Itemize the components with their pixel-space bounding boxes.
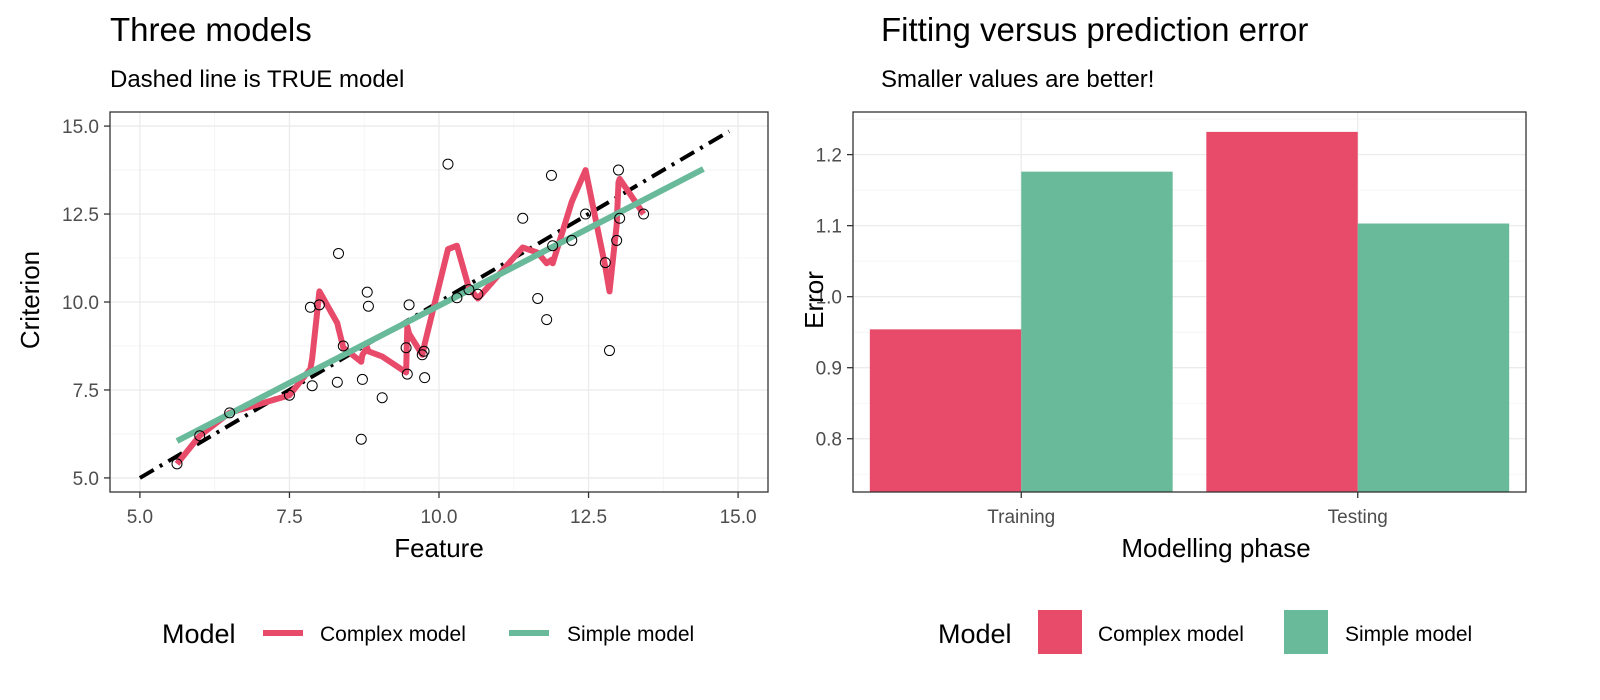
x-axis-title: Modelling phase <box>1121 533 1310 563</box>
y-tick-label: 7.5 <box>73 381 99 402</box>
data-point <box>283 389 295 401</box>
legend: Model Complex model Simple model <box>162 619 694 649</box>
data-point <box>194 430 206 442</box>
x-axis-title: Feature <box>394 533 484 563</box>
x-tick-label: 5.0 <box>127 507 153 528</box>
y-tick-label: 12.5 <box>62 205 99 226</box>
data-point <box>313 299 325 311</box>
data-point <box>331 376 343 388</box>
data-point <box>333 247 345 259</box>
complex-model-line <box>174 167 647 466</box>
data-point <box>599 257 611 269</box>
y-axis-title: Error <box>799 271 829 329</box>
x-axis: Training Testing <box>987 492 1388 528</box>
data-point <box>451 292 463 304</box>
data-point <box>306 380 318 392</box>
data-point <box>361 286 373 298</box>
data-point <box>545 169 557 181</box>
y-tick-label: 5.0 <box>73 469 99 490</box>
y-axis-title: Criterion <box>15 251 45 349</box>
data-point <box>171 458 183 470</box>
legend-key-simple-model <box>1284 610 1328 654</box>
legend-label-simple-model: Simple model <box>567 623 694 646</box>
data-point <box>337 340 349 352</box>
data-point <box>362 300 374 312</box>
simple-model-line <box>175 166 705 444</box>
y-tick-label: 15.0 <box>62 117 99 138</box>
chart-three-models: Three models Dashed line is TRUE model 5… <box>15 11 769 649</box>
data-point <box>224 407 236 419</box>
bar-training-complex-model <box>869 329 1022 492</box>
y-tick-label: 1.2 <box>816 146 842 167</box>
legend-title: Model <box>938 619 1012 649</box>
data-point <box>547 240 559 252</box>
legend-key-complex-model <box>1038 610 1082 654</box>
x-tick-label: 10.0 <box>421 507 458 528</box>
chart-subtitle: Dashed line is TRUE model <box>110 66 404 93</box>
data-point <box>614 212 626 224</box>
data-point <box>472 288 484 300</box>
legend-label-complex-model: Complex model <box>1098 623 1244 646</box>
bars <box>869 131 1510 492</box>
data-point <box>401 368 413 380</box>
data-point <box>463 284 475 296</box>
chart-title: Three models <box>110 11 312 48</box>
series-lines <box>174 166 705 466</box>
data-point <box>355 433 367 445</box>
bar-testing-complex-model <box>1206 131 1358 492</box>
data-point <box>376 392 388 404</box>
data-point <box>612 164 624 176</box>
data-point <box>517 212 529 224</box>
chart-subtitle: Smaller values are better! <box>881 66 1154 93</box>
data-points <box>171 158 650 470</box>
data-point <box>442 158 454 170</box>
data-point <box>566 234 578 246</box>
y-tick-label: 0.9 <box>816 359 842 380</box>
data-point <box>418 345 430 357</box>
x-tick-label: 12.5 <box>570 507 607 528</box>
bar-testing-simple-model <box>1357 223 1510 492</box>
data-point <box>611 234 623 246</box>
x-tick-label: Training <box>987 507 1055 528</box>
x-tick-label: 15.0 <box>720 507 757 528</box>
x-axis: 5.0 7.5 10.0 12.5 15.0 <box>127 492 757 528</box>
panel-border <box>852 111 1527 493</box>
chart-title: Fitting versus prediction error <box>881 11 1308 48</box>
data-point <box>356 373 368 385</box>
y-tick-label: 0.8 <box>816 430 842 451</box>
x-tick-label: 7.5 <box>276 507 302 528</box>
data-point <box>580 208 592 220</box>
legend: Model Complex model Simple model <box>938 610 1472 654</box>
bar-training-simple-model <box>1021 171 1173 492</box>
chart-fitting-vs-prediction: Fitting versus prediction error Smaller … <box>799 11 1527 654</box>
data-point <box>419 372 431 384</box>
data-point <box>541 314 553 326</box>
data-point <box>638 208 650 220</box>
data-point <box>400 342 412 354</box>
legend-label-simple-model: Simple model <box>1345 623 1472 646</box>
legend-label-complex-model: Complex model <box>320 623 466 646</box>
x-tick-label: Testing <box>1328 507 1388 528</box>
y-tick-label: 1.0 <box>816 288 842 309</box>
y-axis: 5.0 7.5 10.0 12.5 15.0 <box>62 117 110 490</box>
y-tick-label: 10.0 <box>62 293 99 314</box>
legend-title: Model <box>162 619 236 649</box>
y-tick-label: 1.1 <box>816 217 842 238</box>
data-point <box>532 292 544 304</box>
y-axis: 0.8 0.9 1.0 1.1 1.2 <box>816 146 853 451</box>
data-point <box>603 345 615 357</box>
gridlines <box>110 112 768 492</box>
data-point <box>403 299 415 311</box>
